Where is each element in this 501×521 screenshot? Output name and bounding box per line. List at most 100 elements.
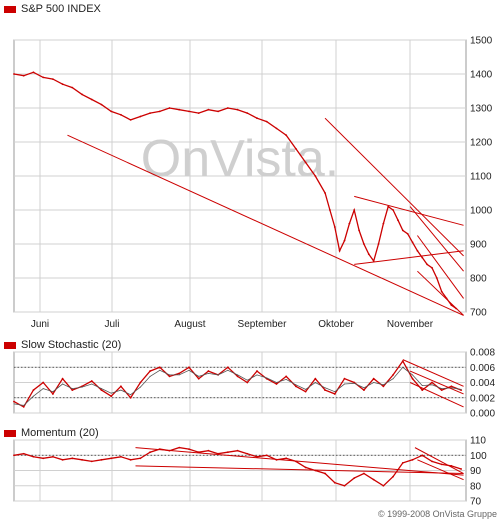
series-point [265, 454, 268, 457]
series-point [343, 484, 346, 487]
series-point [406, 232, 409, 235]
series-point [71, 457, 74, 460]
main-title: S&P 500 INDEX [21, 3, 101, 15]
series-point [100, 389, 103, 392]
trend-line [409, 370, 464, 395]
series-point [431, 266, 433, 269]
series-point [129, 396, 132, 399]
series-point [158, 366, 161, 369]
series-point [149, 370, 151, 372]
series-point [392, 378, 394, 380]
series-point [363, 472, 365, 475]
series-point [338, 249, 341, 252]
y-tick-label: 0.000 [470, 409, 495, 420]
series-point [129, 119, 132, 121]
series-point [431, 384, 433, 386]
series-point [450, 385, 453, 388]
series-point [324, 472, 326, 475]
series-point [294, 385, 297, 388]
series-point [61, 458, 64, 461]
y-tick-label: 1000 [470, 206, 493, 217]
series-point [266, 377, 268, 379]
series-point [353, 382, 355, 384]
series-point [246, 381, 249, 384]
main-chart: 700 800 900 1000 1100 1200 1300 1400 1500 OnVista… [13, 36, 493, 330]
series-point [149, 112, 151, 114]
series-point [32, 455, 35, 458]
series-point [421, 454, 424, 457]
series-point [81, 386, 83, 388]
series-point [329, 209, 331, 211]
x-tick-label: Oktober [318, 319, 354, 330]
momentum-chart: 70 80 90 100 110 [13, 436, 487, 508]
x-tick-label: September [238, 319, 288, 330]
series-point [285, 457, 288, 460]
series-point [13, 454, 15, 457]
series-point [90, 460, 93, 463]
stoch-legend: Slow Stochastic (20) [4, 339, 121, 351]
series-point [236, 449, 239, 452]
series-point [188, 448, 190, 451]
trend-line [417, 459, 464, 481]
series-point [198, 375, 200, 377]
series-point [343, 377, 346, 380]
series-point [81, 93, 83, 96]
series-point [333, 481, 336, 484]
series-point [304, 161, 307, 164]
y-tick-label: 80 [470, 481, 482, 492]
momentum-title: Momentum (20) [21, 427, 99, 439]
series-point [129, 458, 132, 461]
series-point [168, 107, 171, 109]
series-point [411, 241, 414, 244]
series-point [159, 369, 161, 371]
series-point [294, 147, 297, 150]
series-point [333, 393, 336, 395]
series-point [42, 388, 44, 390]
series-point [392, 209, 394, 211]
series-point [32, 71, 35, 74]
y-tick-label: 0.002 [470, 393, 495, 404]
series-point [358, 229, 360, 232]
series-point [197, 377, 200, 380]
series-point [343, 239, 346, 242]
series-point [401, 360, 404, 363]
series-point [377, 243, 380, 245]
series-point [110, 110, 113, 113]
x-tick-label: Juni [31, 319, 49, 330]
trend-line [324, 117, 464, 257]
series-point [226, 107, 229, 109]
series-point [324, 387, 326, 389]
series-point [22, 74, 25, 77]
series-point [110, 457, 113, 460]
trend-line [402, 359, 464, 387]
main-legend: S&P 500 INDEX [4, 3, 101, 15]
series-point [440, 389, 443, 392]
series-point [217, 374, 219, 376]
y-tick-label: 0.006 [470, 363, 495, 374]
series-point [149, 451, 151, 454]
series-point [197, 112, 200, 114]
series-point [120, 113, 122, 116]
series-point [275, 127, 278, 130]
series-point [324, 389, 326, 392]
trend-line [135, 465, 464, 475]
series-point [236, 375, 239, 378]
series-point [392, 373, 394, 376]
series-point [158, 110, 161, 113]
stochastic-chart: 0.000 0.002 0.004 0.006 0.008 [13, 348, 495, 420]
y-tick-label: 0.008 [470, 348, 495, 359]
series-point [188, 369, 190, 371]
series-point [42, 381, 45, 384]
series-point [32, 395, 34, 397]
trend-line [354, 195, 464, 226]
main-legend-swatch [4, 5, 16, 13]
series-point [426, 263, 429, 266]
series-point [149, 375, 151, 377]
series-point [363, 389, 365, 392]
series-point [207, 370, 210, 372]
momentum-legend: Momentum (20) [4, 427, 99, 439]
series-point [411, 458, 414, 461]
series-point [23, 404, 25, 406]
series-point [265, 120, 268, 123]
trend-line [414, 447, 464, 474]
